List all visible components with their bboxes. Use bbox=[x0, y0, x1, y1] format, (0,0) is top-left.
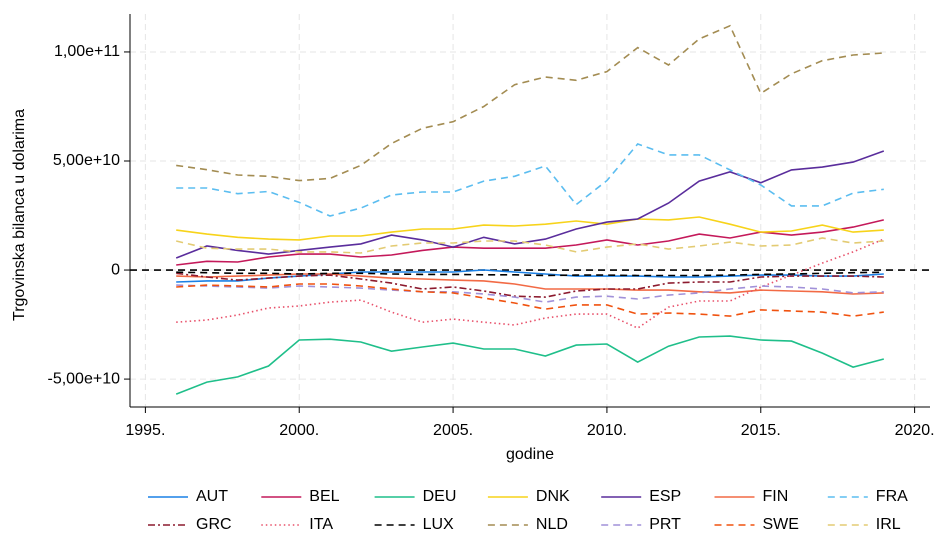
x-tick-label: 2005. bbox=[433, 422, 473, 439]
x-axis-title: godine bbox=[506, 446, 554, 463]
legend-label: PRT bbox=[649, 516, 681, 533]
series-line bbox=[176, 284, 884, 303]
y-axis-title: Trgovinska bilanca u dolarima bbox=[11, 109, 28, 321]
legend-label: GRC bbox=[196, 516, 232, 533]
y-tick-label: 0 bbox=[111, 261, 120, 278]
y-tick-label: 1,00e+11 bbox=[54, 43, 120, 60]
legend-label: NLD bbox=[536, 516, 568, 533]
series-line bbox=[176, 271, 884, 277]
x-tick-label: 2020. bbox=[895, 422, 935, 439]
legend-label: DNK bbox=[536, 488, 570, 505]
x-tick-label: 1995. bbox=[125, 422, 165, 439]
legend-label: AUT bbox=[196, 488, 228, 505]
x-tick-label: 2010. bbox=[587, 422, 627, 439]
series-line bbox=[176, 24, 884, 182]
legend-label: FIN bbox=[763, 488, 789, 505]
legend-label: FRA bbox=[876, 488, 908, 505]
y-tick-label: -5,00e+10 bbox=[47, 370, 120, 387]
legend-label: LUX bbox=[423, 516, 454, 533]
x-tick-label: 2015. bbox=[741, 422, 781, 439]
legend-label: IRL bbox=[876, 516, 901, 533]
legend-label: BEL bbox=[309, 488, 339, 505]
series-line bbox=[176, 273, 884, 295]
x-tick-label: 2000. bbox=[279, 422, 319, 439]
series-line bbox=[175, 335, 885, 395]
series-line bbox=[176, 272, 884, 298]
series-line bbox=[176, 283, 884, 317]
series-line bbox=[176, 238, 885, 330]
series-line bbox=[176, 143, 884, 217]
legend-label: ITA bbox=[309, 516, 333, 533]
legend-label: ESP bbox=[649, 488, 681, 505]
legend-label: DEU bbox=[423, 488, 457, 505]
series-line bbox=[176, 219, 884, 266]
series-line bbox=[176, 216, 884, 241]
series-line bbox=[176, 237, 884, 254]
legend-label: SWE bbox=[763, 516, 799, 533]
y-tick-label: 5,00e+10 bbox=[53, 152, 120, 169]
series-line bbox=[175, 150, 885, 259]
